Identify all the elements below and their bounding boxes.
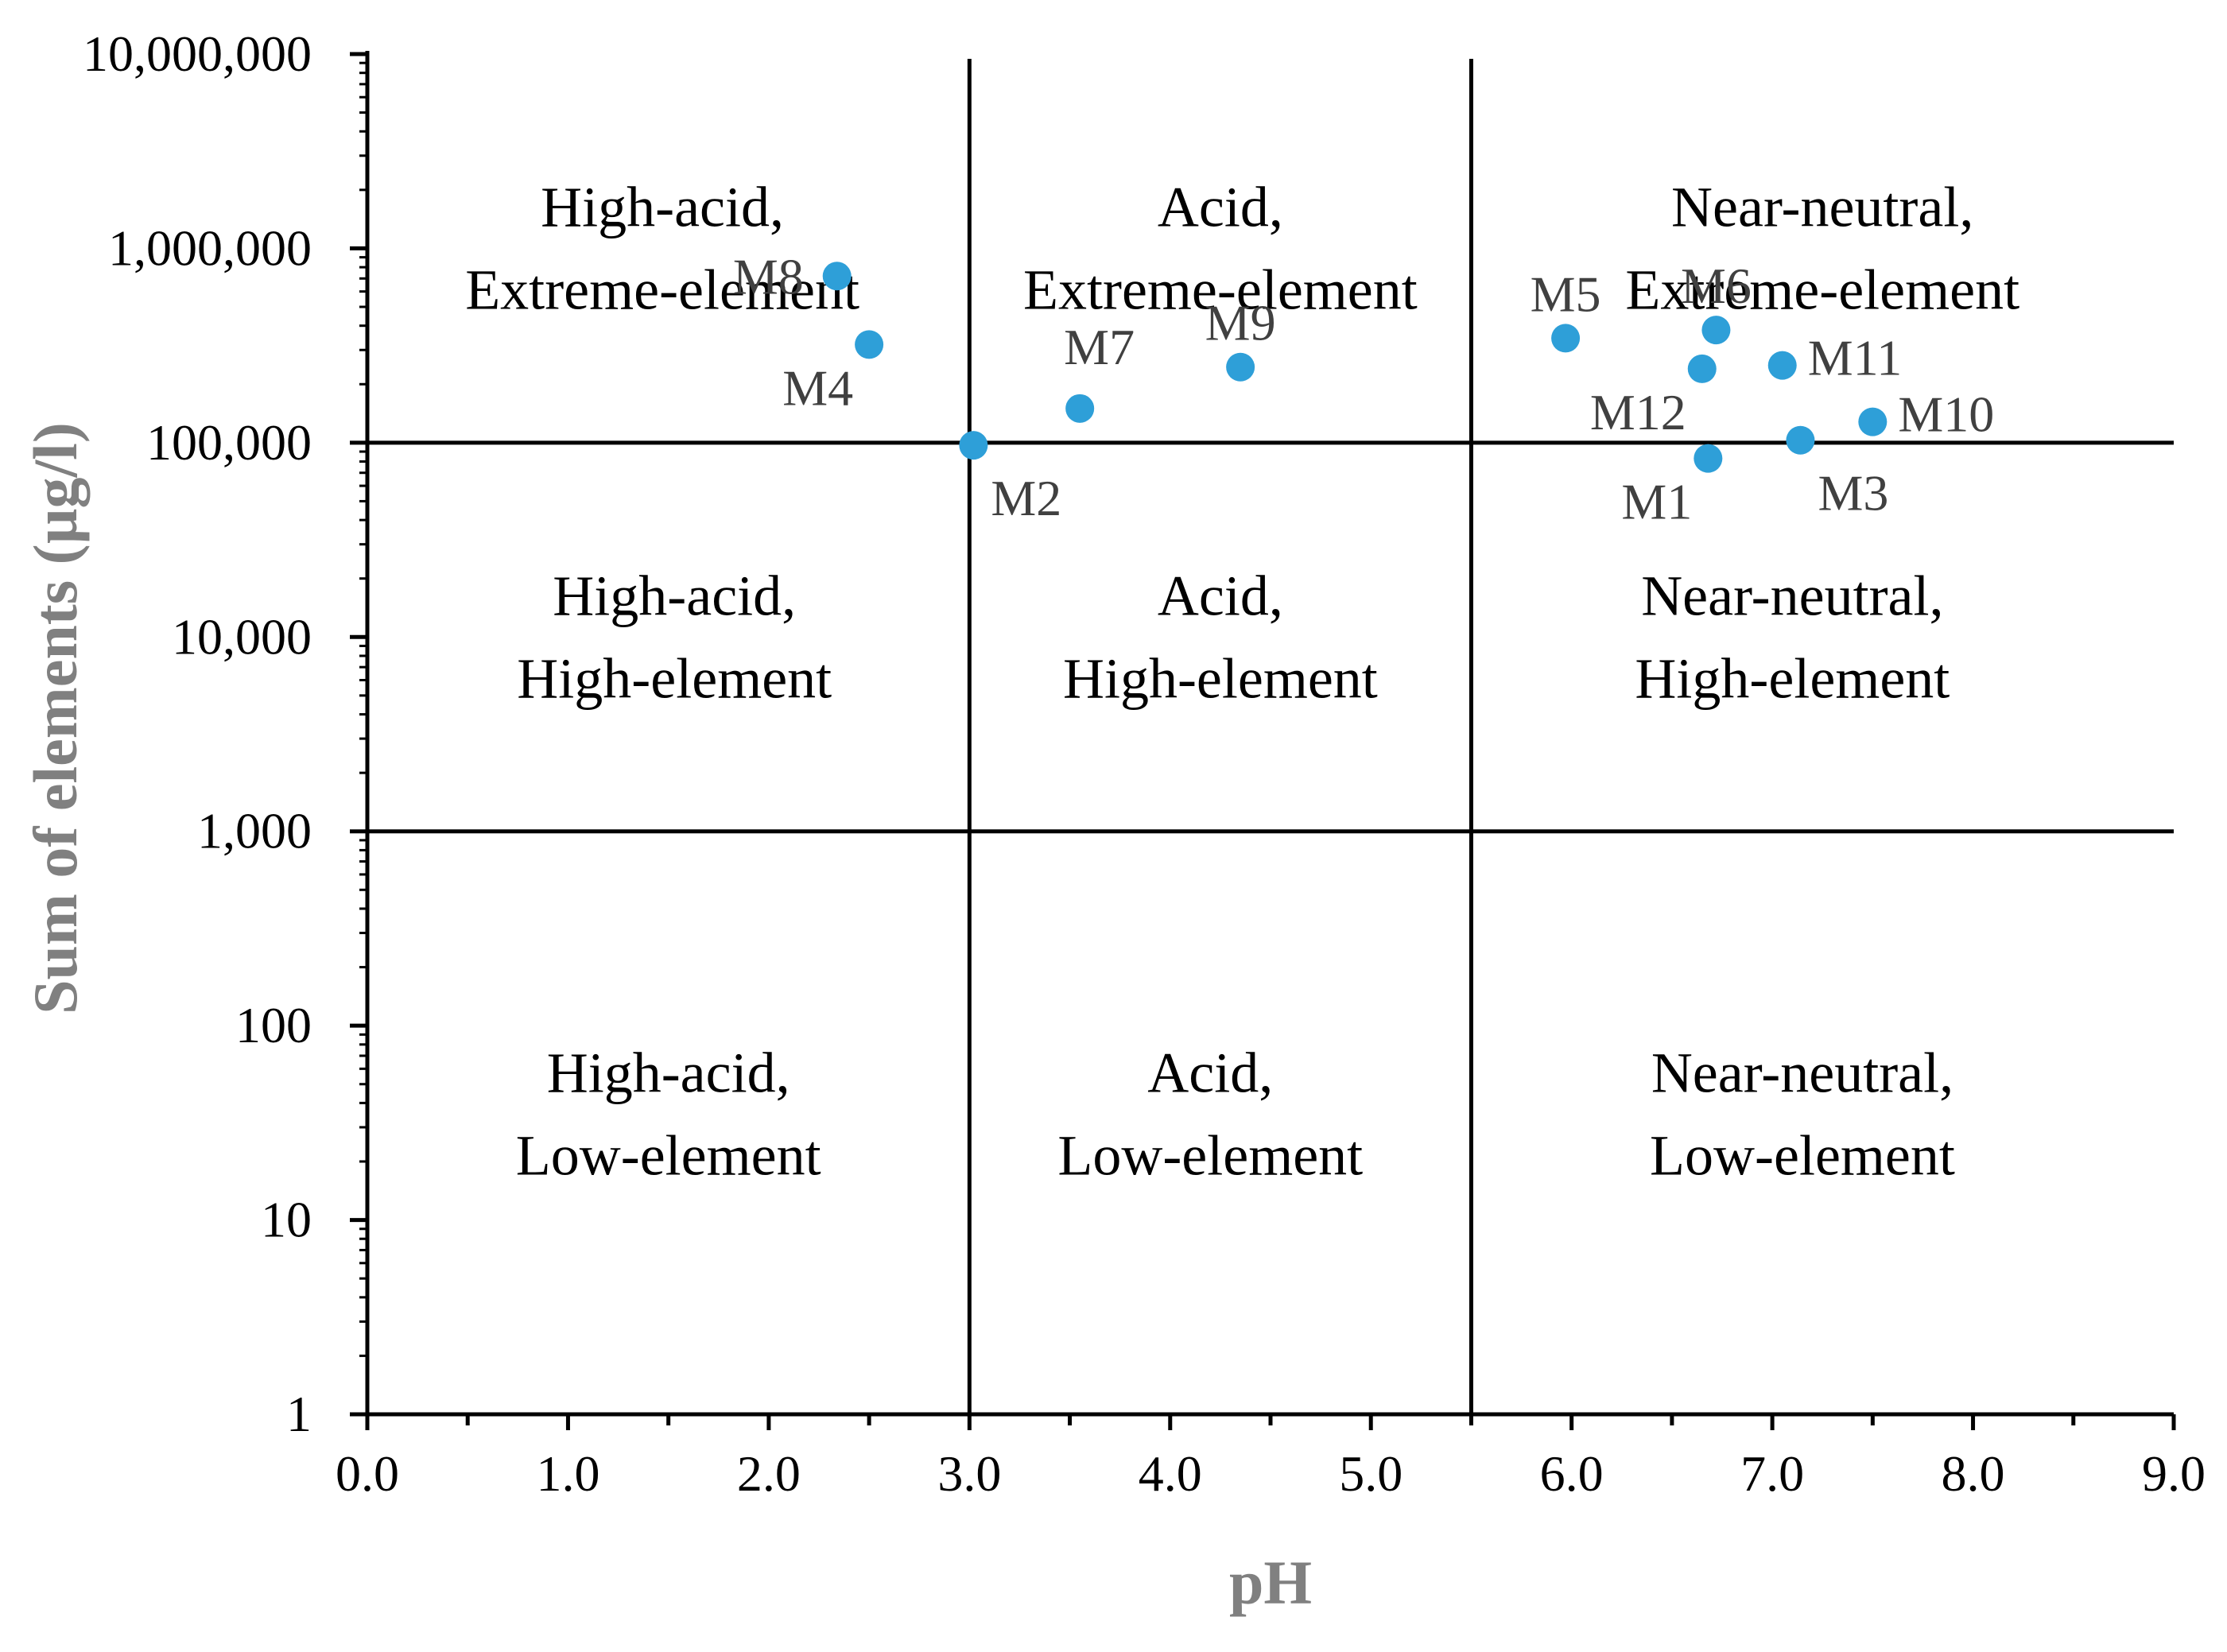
y-tick-label: 10,000,000 bbox=[83, 25, 312, 82]
data-point bbox=[822, 262, 852, 291]
data-point-label: M12 bbox=[1590, 384, 1686, 440]
data-point bbox=[959, 431, 988, 460]
data-point-label: M4 bbox=[782, 359, 853, 416]
y-tick-label: 10,000 bbox=[172, 608, 312, 665]
region-label: Low-element bbox=[1650, 1124, 1955, 1188]
x-tick-label: 4.0 bbox=[1139, 1445, 1202, 1502]
region-label: Extreme-element bbox=[1023, 258, 1418, 321]
region-label: Acid, bbox=[1158, 175, 1283, 238]
x-tick-label: 3.0 bbox=[937, 1445, 1001, 1502]
region-label: Low-element bbox=[516, 1124, 821, 1188]
region-label: Low-element bbox=[1057, 1124, 1363, 1188]
data-point-label: M1 bbox=[1621, 474, 1692, 530]
data-point bbox=[1858, 407, 1888, 436]
axes: 0.0 1.0 2.0 3.0 4.0 5.0 6.0 7.0 8.0 9.0 1 10 100 1,00… bbox=[83, 25, 2206, 1502]
data-point-label: M9 bbox=[1205, 295, 1276, 351]
x-tick-label: 6.0 bbox=[1540, 1445, 1604, 1502]
y-tick-label: 1,000 bbox=[197, 803, 312, 859]
data-point bbox=[1786, 425, 1815, 455]
region-divider-lines bbox=[367, 59, 2174, 1414]
data-point-label: M2 bbox=[991, 470, 1061, 526]
x-axis-title: pH bbox=[1229, 1548, 1312, 1617]
data-point bbox=[1694, 444, 1723, 473]
x-tick-label: 9.0 bbox=[2142, 1445, 2206, 1502]
x-tick-label: 1.0 bbox=[536, 1445, 599, 1502]
y-tick-label: 10 bbox=[261, 1192, 312, 1248]
data-point bbox=[855, 330, 884, 359]
region-label: Near-neutral, bbox=[1651, 1041, 1953, 1105]
region-label: High-element bbox=[1063, 646, 1378, 710]
data-point-label: M6 bbox=[1681, 258, 1752, 314]
y-tick-label: 1 bbox=[286, 1386, 312, 1442]
data-point-label: M5 bbox=[1531, 266, 1601, 322]
data-point-label: M10 bbox=[1898, 386, 1994, 443]
region-label: Acid, bbox=[1147, 1041, 1273, 1105]
data-point bbox=[1767, 351, 1797, 380]
data-point-label: M7 bbox=[1064, 319, 1135, 375]
region-label: High-acid, bbox=[541, 175, 784, 238]
region-label: Near-neutral, bbox=[1641, 564, 1943, 627]
region-label: Extreme-element bbox=[465, 258, 859, 321]
y-axis-title: Sum of elements (µg/l) bbox=[21, 422, 90, 1014]
x-tick-label: 2.0 bbox=[737, 1445, 801, 1502]
data-point-label: M11 bbox=[1808, 330, 1903, 386]
x-tick-label: 7.0 bbox=[1740, 1445, 1804, 1502]
region-labels: High-acid, Extreme-element Acid, Extreme-el… bbox=[465, 175, 2019, 1187]
x-tick-label: 0.0 bbox=[336, 1445, 399, 1502]
data-point bbox=[1551, 324, 1581, 353]
axis-titles: pH Sum of elements (µg/l) bbox=[21, 422, 1312, 1617]
region-label: High-element bbox=[517, 646, 832, 710]
data-point-label: M3 bbox=[1818, 465, 1888, 522]
y-tick-label: 1,000,000 bbox=[108, 219, 312, 276]
y-tick-label: 100,000 bbox=[146, 414, 312, 471]
data-point bbox=[1226, 352, 1255, 382]
data-point bbox=[1701, 316, 1731, 345]
data-point bbox=[1065, 394, 1095, 423]
region-label: High-acid, bbox=[553, 564, 796, 627]
region-label: High-acid, bbox=[547, 1041, 790, 1105]
x-tick-label: 5.0 bbox=[1339, 1445, 1403, 1502]
data-point bbox=[1687, 354, 1717, 383]
region-label: Extreme-element bbox=[1625, 258, 2019, 321]
data-point-label: M8 bbox=[733, 248, 804, 304]
region-label: Acid, bbox=[1158, 564, 1283, 627]
region-label: High-element bbox=[1635, 646, 1950, 710]
y-tick-label: 100 bbox=[235, 997, 312, 1053]
region-label: Near-neutral, bbox=[1671, 175, 1973, 238]
x-tick-label: 8.0 bbox=[1942, 1445, 2005, 1502]
